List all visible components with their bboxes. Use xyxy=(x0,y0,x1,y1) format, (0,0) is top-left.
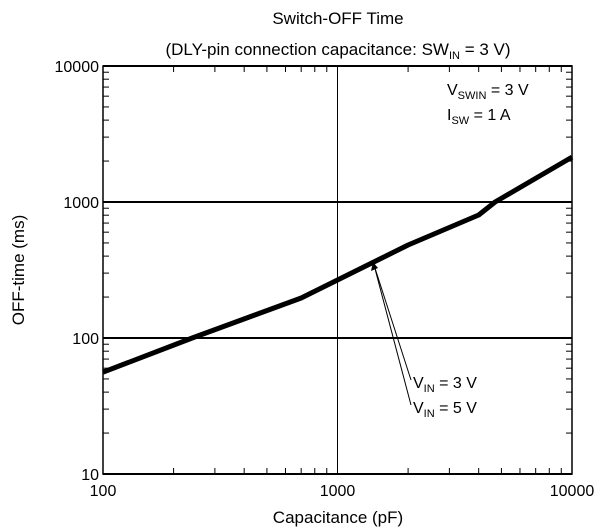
leader-line xyxy=(373,264,412,406)
x-tick-label: 10000 xyxy=(550,483,595,500)
subtitle-sub: IN xyxy=(449,50,460,62)
leader-line xyxy=(373,264,412,381)
x-tick-label: 100 xyxy=(90,483,117,500)
annotation-sub: IN xyxy=(424,408,435,420)
condition-rest: = 1 A xyxy=(469,107,511,124)
condition-sub: SWIN xyxy=(458,90,487,102)
annotation-main: V xyxy=(413,375,424,392)
annotation-main: V xyxy=(413,400,424,417)
annotation-rest: = 3 V xyxy=(435,375,478,392)
y-axis-label: OFF-time (ms) xyxy=(9,215,28,325)
data-line xyxy=(102,154,574,375)
condition-sub: SW xyxy=(451,115,469,127)
subtitle-main: (DLY-pin connection capacitance: SW xyxy=(165,40,449,59)
subtitle-rest: = 3 V) xyxy=(460,40,511,59)
y-tick-label: 10 xyxy=(81,467,99,484)
annotation-label: VIN = 5 V xyxy=(413,400,477,420)
y-tick-label: 100 xyxy=(72,331,99,348)
annotation-rest: = 5 V xyxy=(435,400,478,417)
annotation-label: VIN = 3 V xyxy=(413,375,477,395)
x-tick-label: 1000 xyxy=(320,483,356,500)
condition-label: ISW = 1 A xyxy=(447,107,511,127)
chart-subtitle: (DLY-pin connection capacitance: SWIN = … xyxy=(165,40,510,62)
condition-rest: = 3 V xyxy=(486,82,529,99)
condition-main: I xyxy=(447,107,451,124)
condition-main: V xyxy=(447,82,458,99)
x-axis-label: Capacitance (pF) xyxy=(273,508,403,527)
annotation-sub: IN xyxy=(424,383,435,395)
y-tick-label: 1000 xyxy=(63,195,99,212)
condition-label: VSWIN = 3 V xyxy=(447,82,529,102)
y-tick-label: 10000 xyxy=(55,59,100,76)
chart-title: Switch-OFF Time xyxy=(272,9,403,28)
